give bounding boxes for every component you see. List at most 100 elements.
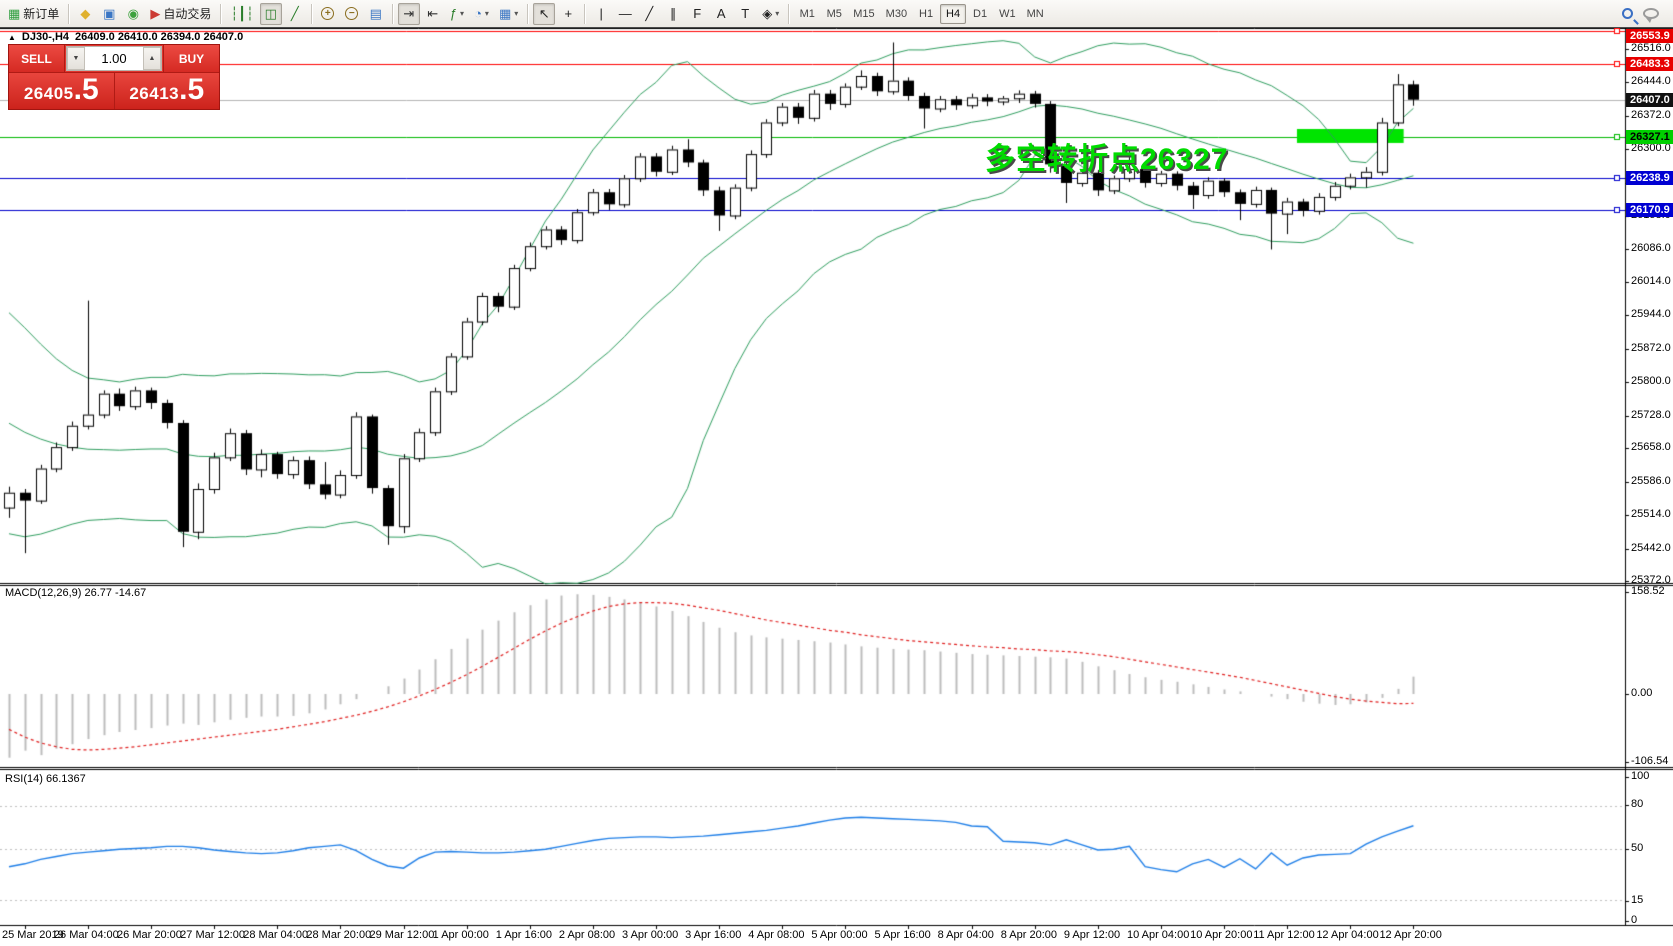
time-axis-label: 26 Mar 04:00 [53,929,119,941]
templates-button[interactable]: ▦ ▾ [495,3,522,25]
volume-increase-button[interactable]: ▲ [143,47,161,70]
price-tick-label: 25944.0 [1631,308,1671,321]
timeframe-m15[interactable]: M15 [853,7,875,20]
bar-chart-button[interactable]: ┆┃┆ [226,3,257,25]
toolbar-separator [527,3,529,24]
vline-button[interactable]: | [590,3,612,25]
new-order-button-label: 新订单 [23,7,60,21]
trendline-icon: ╱ [645,6,654,21]
new-order-button[interactable]: ▦ 新订单 [4,3,63,25]
chevron-down-icon: ▾ [484,9,489,18]
crosshair-icon: + [564,6,573,21]
tile-windows-button[interactable]: ▤ [365,3,387,25]
label-icon: T [741,6,750,21]
label-button[interactable]: T [734,3,756,25]
toolbar-separator [220,3,222,24]
chart-title: ▲ DJ30-,H4 26409.0 26410.0 26394.0 26407… [8,31,243,43]
line-chart-button[interactable]: ╱ [284,3,306,25]
crosshair-button[interactable]: + [557,3,579,25]
timeframe-m30[interactable]: M30 [885,7,908,20]
sell-button[interactable]: SELL [9,45,65,72]
time-axis-label: 11 Apr 12:00 [1253,929,1315,941]
auto-scroll-button[interactable]: ⇥ [397,2,420,25]
timeframe-h1[interactable]: H1 [919,7,934,20]
chart-shift-button[interactable]: ⇤ [422,3,444,25]
volume-decrease-button[interactable]: ▼ [67,47,85,70]
chat-icon[interactable] [1643,8,1659,23]
zoom-in-button[interactable]: + [317,3,339,25]
time-axis-label: 25 Mar 2019 [2,929,64,941]
time-axis-label: 1 Apr 00:00 [432,929,489,941]
cursor-icon: ↖ [538,6,550,21]
price-tick-label: 25728.0 [1631,408,1671,421]
collapse-panel-icon[interactable]: ▲ [8,33,16,42]
sell-price[interactable]: 26405 .5 [9,73,115,109]
indicators-button[interactable]: ƒ ▾ [446,3,468,25]
time-axis-label: 26 Mar 20:00 [117,929,182,941]
indicators-icon: ƒ [449,6,458,21]
timeframe-group: M1 M5 M15 M30 H1 H4 D1 W1 MN [794,3,1048,24]
trendline-button[interactable]: ╱ [638,3,660,25]
highlighter-icon-button[interactable]: ◆ [74,3,96,25]
candlestick-chart-icon: ◫ [264,6,277,21]
timeframe-m1[interactable]: M1 [799,7,815,20]
shapes-icon: ◈ [762,6,773,21]
toolbar-separator [68,3,70,24]
shapes-button[interactable]: ◈ ▾ [758,3,783,25]
buy-price[interactable]: 26413 .5 [114,73,219,109]
cursor-button[interactable]: ↖ [533,2,556,25]
time-axis-label: 8 Apr 20:00 [1000,929,1057,941]
text-button[interactable]: A [710,3,732,25]
time-axis-label: 2 Apr 08:00 [558,929,616,941]
price-tick-label: 25872.0 [1631,341,1671,354]
search-icon[interactable] [1622,8,1633,19]
buy-button[interactable]: BUY [163,45,219,72]
signal-icon-button[interactable]: ◉ [122,3,144,25]
hline-button[interactable]: — [614,3,636,25]
line-chart-icon: ╱ [290,6,299,21]
rsi-scale-label: 80 [1631,798,1644,810]
navigator-icon-button[interactable]: ▣ [98,3,120,25]
price-chart-canvas[interactable] [0,28,1673,946]
price-tick-label: 26300.0 [1631,142,1671,155]
vline-icon: | [599,6,603,21]
chevron-down-icon: ▾ [514,9,519,18]
price-tick-label: 26444.0 [1631,75,1671,88]
price-badge: 26483.3 [1626,57,1673,72]
zoom-out-button[interactable]: − [341,3,363,25]
macd-scale-label: -106.54 [1631,755,1669,767]
rsi-scale-label: 15 [1631,894,1644,906]
text-icon: A [716,6,726,21]
candlestick-chart-button[interactable]: ◫ [259,2,282,25]
fibonacci-button[interactable]: F [686,3,708,25]
timeframe-h4[interactable]: H4 [940,3,967,24]
tile-windows-icon: ▤ [369,6,382,21]
volume-input[interactable]: 1.00 [101,51,127,66]
time-axis-label: 5 Apr 16:00 [874,929,931,941]
timeframe-w1[interactable]: W1 [999,7,1016,20]
periods-icon: ◔ [474,6,482,21]
buy-price-main: 26413 [129,84,180,103]
chart-window: ▲ DJ30-,H4 26409.0 26410.0 26394.0 26407… [0,28,1673,946]
ohlc-values: 26409.0 26410.0 26394.0 26407.0 [75,31,244,43]
price-tick-label: 26516.0 [1631,42,1671,54]
new-order-icon: ▦ [8,6,21,21]
macd-scale-label: 158.52 [1631,585,1665,597]
fibonacci-icon: F [693,6,702,21]
timeframe-mn[interactable]: MN [1026,7,1044,20]
toolbar-separator [788,3,790,24]
price-tick-label: 25372.0 [1631,574,1671,587]
time-axis-label: 12 Apr 04:00 [1316,929,1379,941]
timeframe-d1[interactable]: D1 [973,7,988,20]
toolbar-separator [310,3,312,24]
channel-button[interactable]: ∥ [662,3,684,25]
price-tick-label: 26014.0 [1631,275,1671,288]
time-axis-label: 5 Apr 00:00 [811,929,868,941]
periods-button[interactable]: ◔ ▾ [470,3,493,25]
timeframe-m5[interactable]: M5 [826,7,842,20]
time-axis-label: 8 Apr 04:00 [937,929,994,941]
price-badge: 26238.9 [1626,170,1673,185]
price-tick-label: 25658.0 [1631,441,1671,454]
autotrading-button[interactable]: ▶ 自动交易 [146,3,215,25]
price-badge: 26553.9 [1626,29,1673,43]
